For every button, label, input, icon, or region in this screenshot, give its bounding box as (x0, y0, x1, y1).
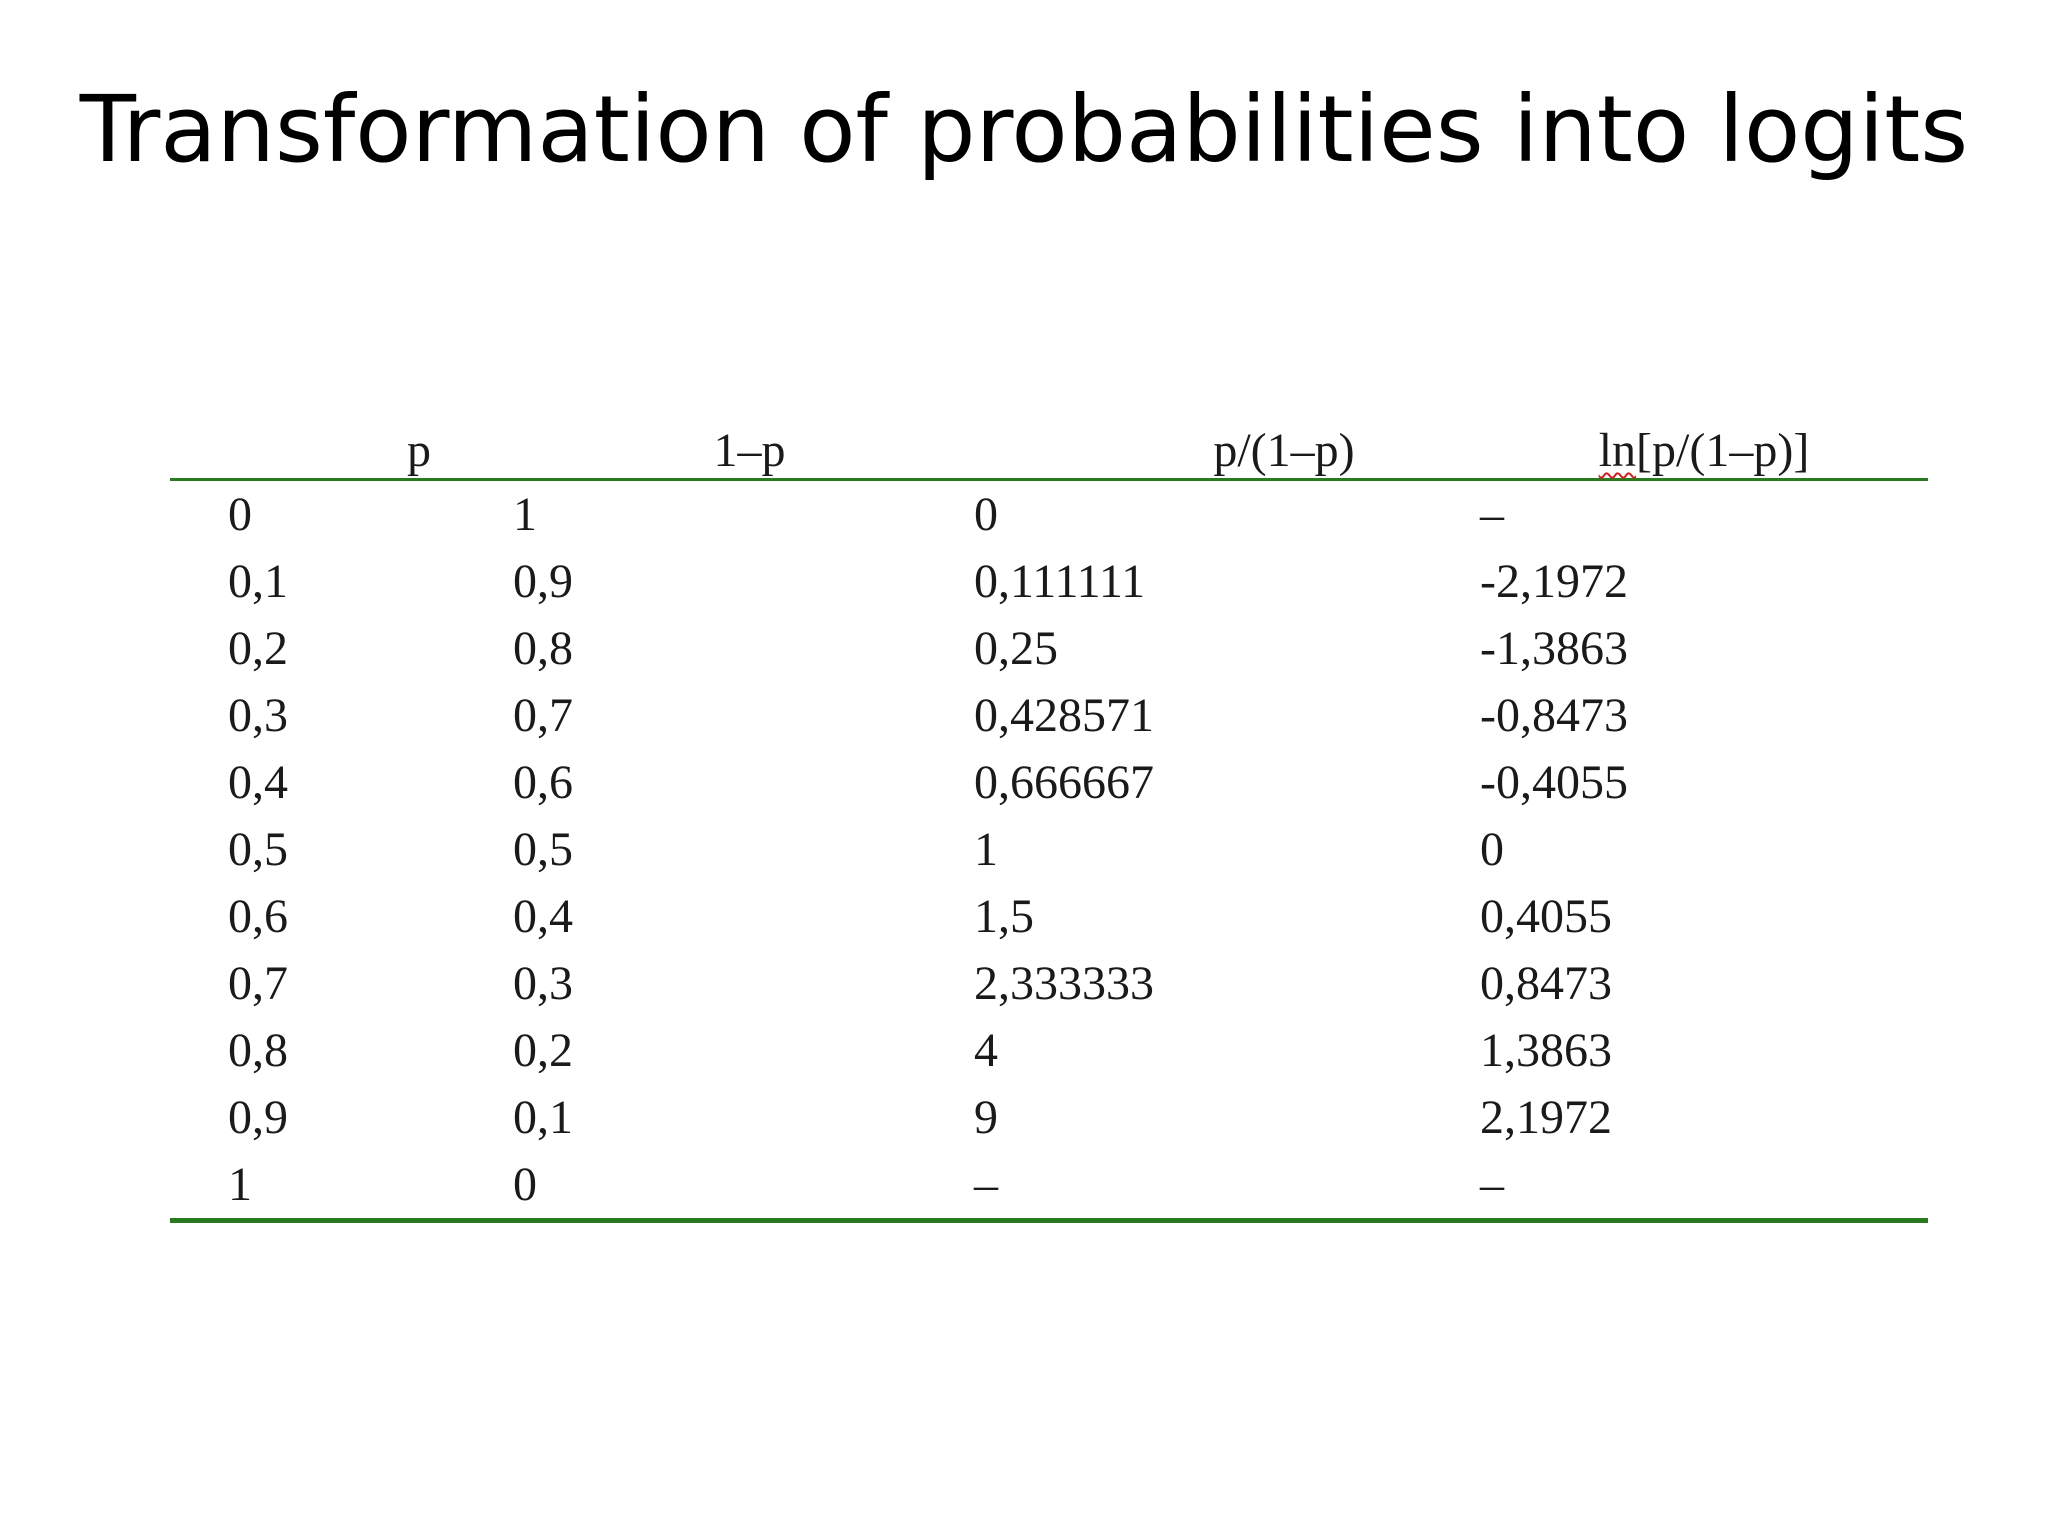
cell-one-minus-p: 0,2 (513, 1024, 573, 1077)
header-logit-rest: [p/(1–p)] (1636, 424, 1810, 477)
cell-p: 0,2 (228, 622, 288, 675)
table-row: 0,6 0,4 1,5 0,4055 (170, 883, 1928, 950)
cell-odds: 0,428571 (974, 689, 1154, 742)
table-row: 0,7 0,3 2,333333 0,8473 (170, 950, 1928, 1017)
cell-p: 0,4 (228, 756, 288, 809)
table-row: 0,5 0,5 1 0 (170, 816, 1928, 883)
table-row: 1 0– – (170, 1151, 1928, 1223)
cell-logit: – (1480, 1151, 1928, 1223)
cell-odds: 0,25 (974, 622, 1058, 675)
header-logit-ln: ln (1598, 424, 1637, 477)
cell-p: 0,1 (228, 555, 288, 608)
cell-logit: 0,8473 (1480, 957, 1612, 1010)
cell-logit: -2,1972 (1480, 555, 1628, 608)
cell-logit: 0,4055 (1480, 890, 1612, 943)
cell-logit: – (1480, 488, 1504, 541)
cell-logit: 0 (1480, 823, 1504, 876)
cell-odds: 1 (974, 823, 998, 876)
cell-one-minus-p: 0,6 (513, 756, 573, 809)
cell-p: 0,8 (228, 1024, 288, 1077)
cell-one-minus-p: 1 (513, 488, 537, 541)
cell-one-minus-p: 0,7 (513, 689, 573, 742)
cell-p: 0,5 (228, 823, 288, 876)
cell-one-minus-p: 0,4 (513, 890, 573, 943)
cell-odds: 0,666667 (974, 756, 1154, 809)
table-row: 0,3 0,7 0,428571 -0,8473 (170, 682, 1928, 749)
cell-odds: – (974, 1151, 1480, 1223)
cell-one-minus-p: 0,5 (513, 823, 573, 876)
cell-odds: 1,5 (974, 890, 1034, 943)
cell-odds: 9 (974, 1091, 998, 1144)
header-odds: p/(1–p) (974, 420, 1480, 481)
cell-logit: -1,3863 (1480, 622, 1628, 675)
cell-logit: -0,8473 (1480, 689, 1628, 742)
table-row: 0,8 0,2 4 1,3863 (170, 1017, 1928, 1084)
cell-odds: 2,333333 (974, 957, 1154, 1010)
logit-table: p 1–p p/(1–p) ln[p/(1–p)] 0 1 0–0,1 0,9 0,11… (170, 420, 1928, 1223)
cell-logit: 2,1972 (1480, 1091, 1612, 1144)
table-body: 0 1 0–0,1 0,9 0,111111 -2,1972 0,2 0,8 0,25 -1,38… (170, 480, 1928, 1223)
table-row: 0,4 0,6 0,666667 -0,4055 (170, 749, 1928, 816)
cell-p: 0,6 (228, 890, 288, 943)
cell-p: 0,9 (228, 1091, 288, 1144)
cell-one-minus-p: 0 (513, 1151, 974, 1223)
slide-title: Transformation of probabilities into log… (79, 76, 1969, 183)
table-header-row: p 1–p p/(1–p) ln[p/(1–p)] (170, 420, 1928, 481)
table-row: 0,2 0,8 0,25 -1,3863 (170, 615, 1928, 682)
cell-odds: 0,111111 (974, 555, 1146, 608)
table-row: 0 1 0 – (170, 480, 1928, 549)
header-one-minus-p: 1–p (513, 420, 974, 481)
cell-p: 0 (228, 488, 252, 541)
header-logit: ln[p/(1–p)] (1480, 420, 1928, 481)
cell-p: 1 (170, 1151, 513, 1223)
cell-odds: 4 (974, 1024, 998, 1077)
table-row: 0,1 0,9 0,111111 -2,1972 (170, 548, 1928, 615)
cell-logit: -0,4055 (1480, 756, 1628, 809)
header-p: p (170, 420, 513, 481)
cell-p: 0,3 (228, 689, 288, 742)
cell-p: 0,7 (228, 957, 288, 1010)
cell-one-minus-p: 0,1 (513, 1091, 573, 1144)
cell-one-minus-p: 0,3 (513, 957, 573, 1010)
logit-table-container: p 1–p p/(1–p) ln[p/(1–p)] 0 1 0–0,1 0,9 0,11… (170, 420, 1928, 1223)
table-row: 0,9 0,1 9 2,1972 (170, 1084, 1928, 1151)
cell-odds: 0 (974, 488, 998, 541)
cell-logit: 1,3863 (1480, 1024, 1612, 1077)
cell-one-minus-p: 0,8 (513, 622, 573, 675)
cell-one-minus-p: 0,9 (513, 555, 573, 608)
